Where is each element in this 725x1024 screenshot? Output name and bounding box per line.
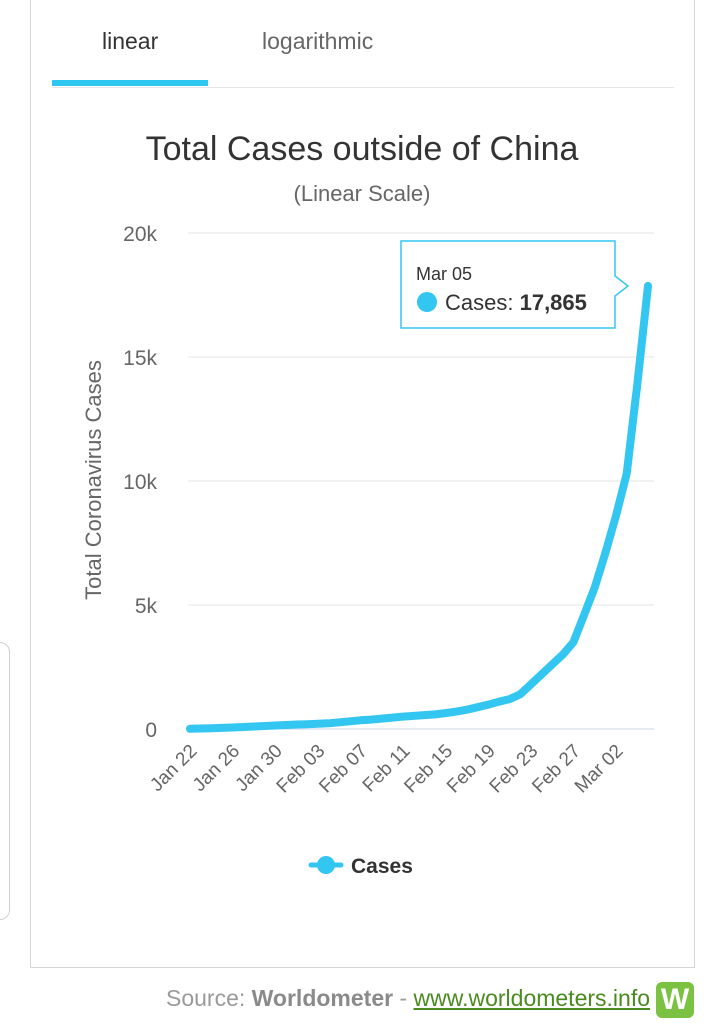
tab-linear[interactable]: linear: [102, 28, 159, 54]
y-tick-label: 15k: [123, 347, 157, 370]
tab-logarithmic[interactable]: logarithmic: [262, 28, 374, 54]
y-axis-ticks: 0 5k 10k 15k 20k: [123, 223, 157, 742]
worldometer-logo-icon: W: [656, 982, 694, 1018]
tooltip: Mar 05 Cases: 17,865: [400, 240, 630, 329]
y-tick-label: 5k: [135, 595, 158, 618]
legend-item-cases[interactable]: Cases: [351, 855, 413, 878]
x-tick-label: Jan 26: [189, 741, 244, 796]
tooltip-value: 17,865: [520, 290, 587, 315]
legend-swatch-dot: [317, 856, 335, 874]
tooltip-series-dot: [417, 292, 437, 312]
x-tick-label: Jan 22: [146, 741, 201, 796]
source-footer: Source: Worldometer - www.worldometers.i…: [0, 985, 650, 1012]
y-tick-label: 20k: [123, 223, 157, 246]
source-brand: Worldometer: [251, 985, 394, 1011]
line-chart: Total Cases outside of China (Linear Sca…: [81, 130, 654, 878]
chart-title: Total Cases outside of China: [146, 130, 579, 168]
tooltip-date: Mar 05: [416, 264, 472, 284]
y-tick-label: 0: [145, 719, 157, 742]
grid-lines: [188, 232, 654, 606]
x-tick-label: Mar 02: [571, 741, 628, 798]
y-axis-label: Total Coronavirus Cases: [81, 360, 106, 600]
scale-tabs: linear logarithmic: [52, 0, 674, 88]
chart-subtitle: (Linear Scale): [294, 181, 431, 206]
chart-frame: [30, 0, 695, 968]
source-separator: -: [393, 985, 414, 1011]
source-prefix: Source:: [165, 985, 252, 1011]
active-tab-indicator: [52, 80, 208, 86]
source-link[interactable]: www.worldometers.info: [413, 985, 650, 1011]
y-tick-label: 10k: [123, 471, 157, 494]
tooltip-box: [400, 240, 630, 329]
legend[interactable]: Cases: [308, 855, 413, 878]
tooltip-value-line: Cases: 17,865: [445, 290, 587, 315]
cases-series-line[interactable]: [186, 281, 652, 733]
x-tick-label: Feb 07: [315, 741, 372, 798]
tooltip-label: Cases:: [445, 290, 520, 315]
